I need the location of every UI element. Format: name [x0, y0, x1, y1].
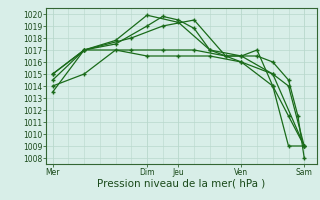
X-axis label: Pression niveau de la mer( hPa ): Pression niveau de la mer( hPa ) [98, 179, 266, 189]
